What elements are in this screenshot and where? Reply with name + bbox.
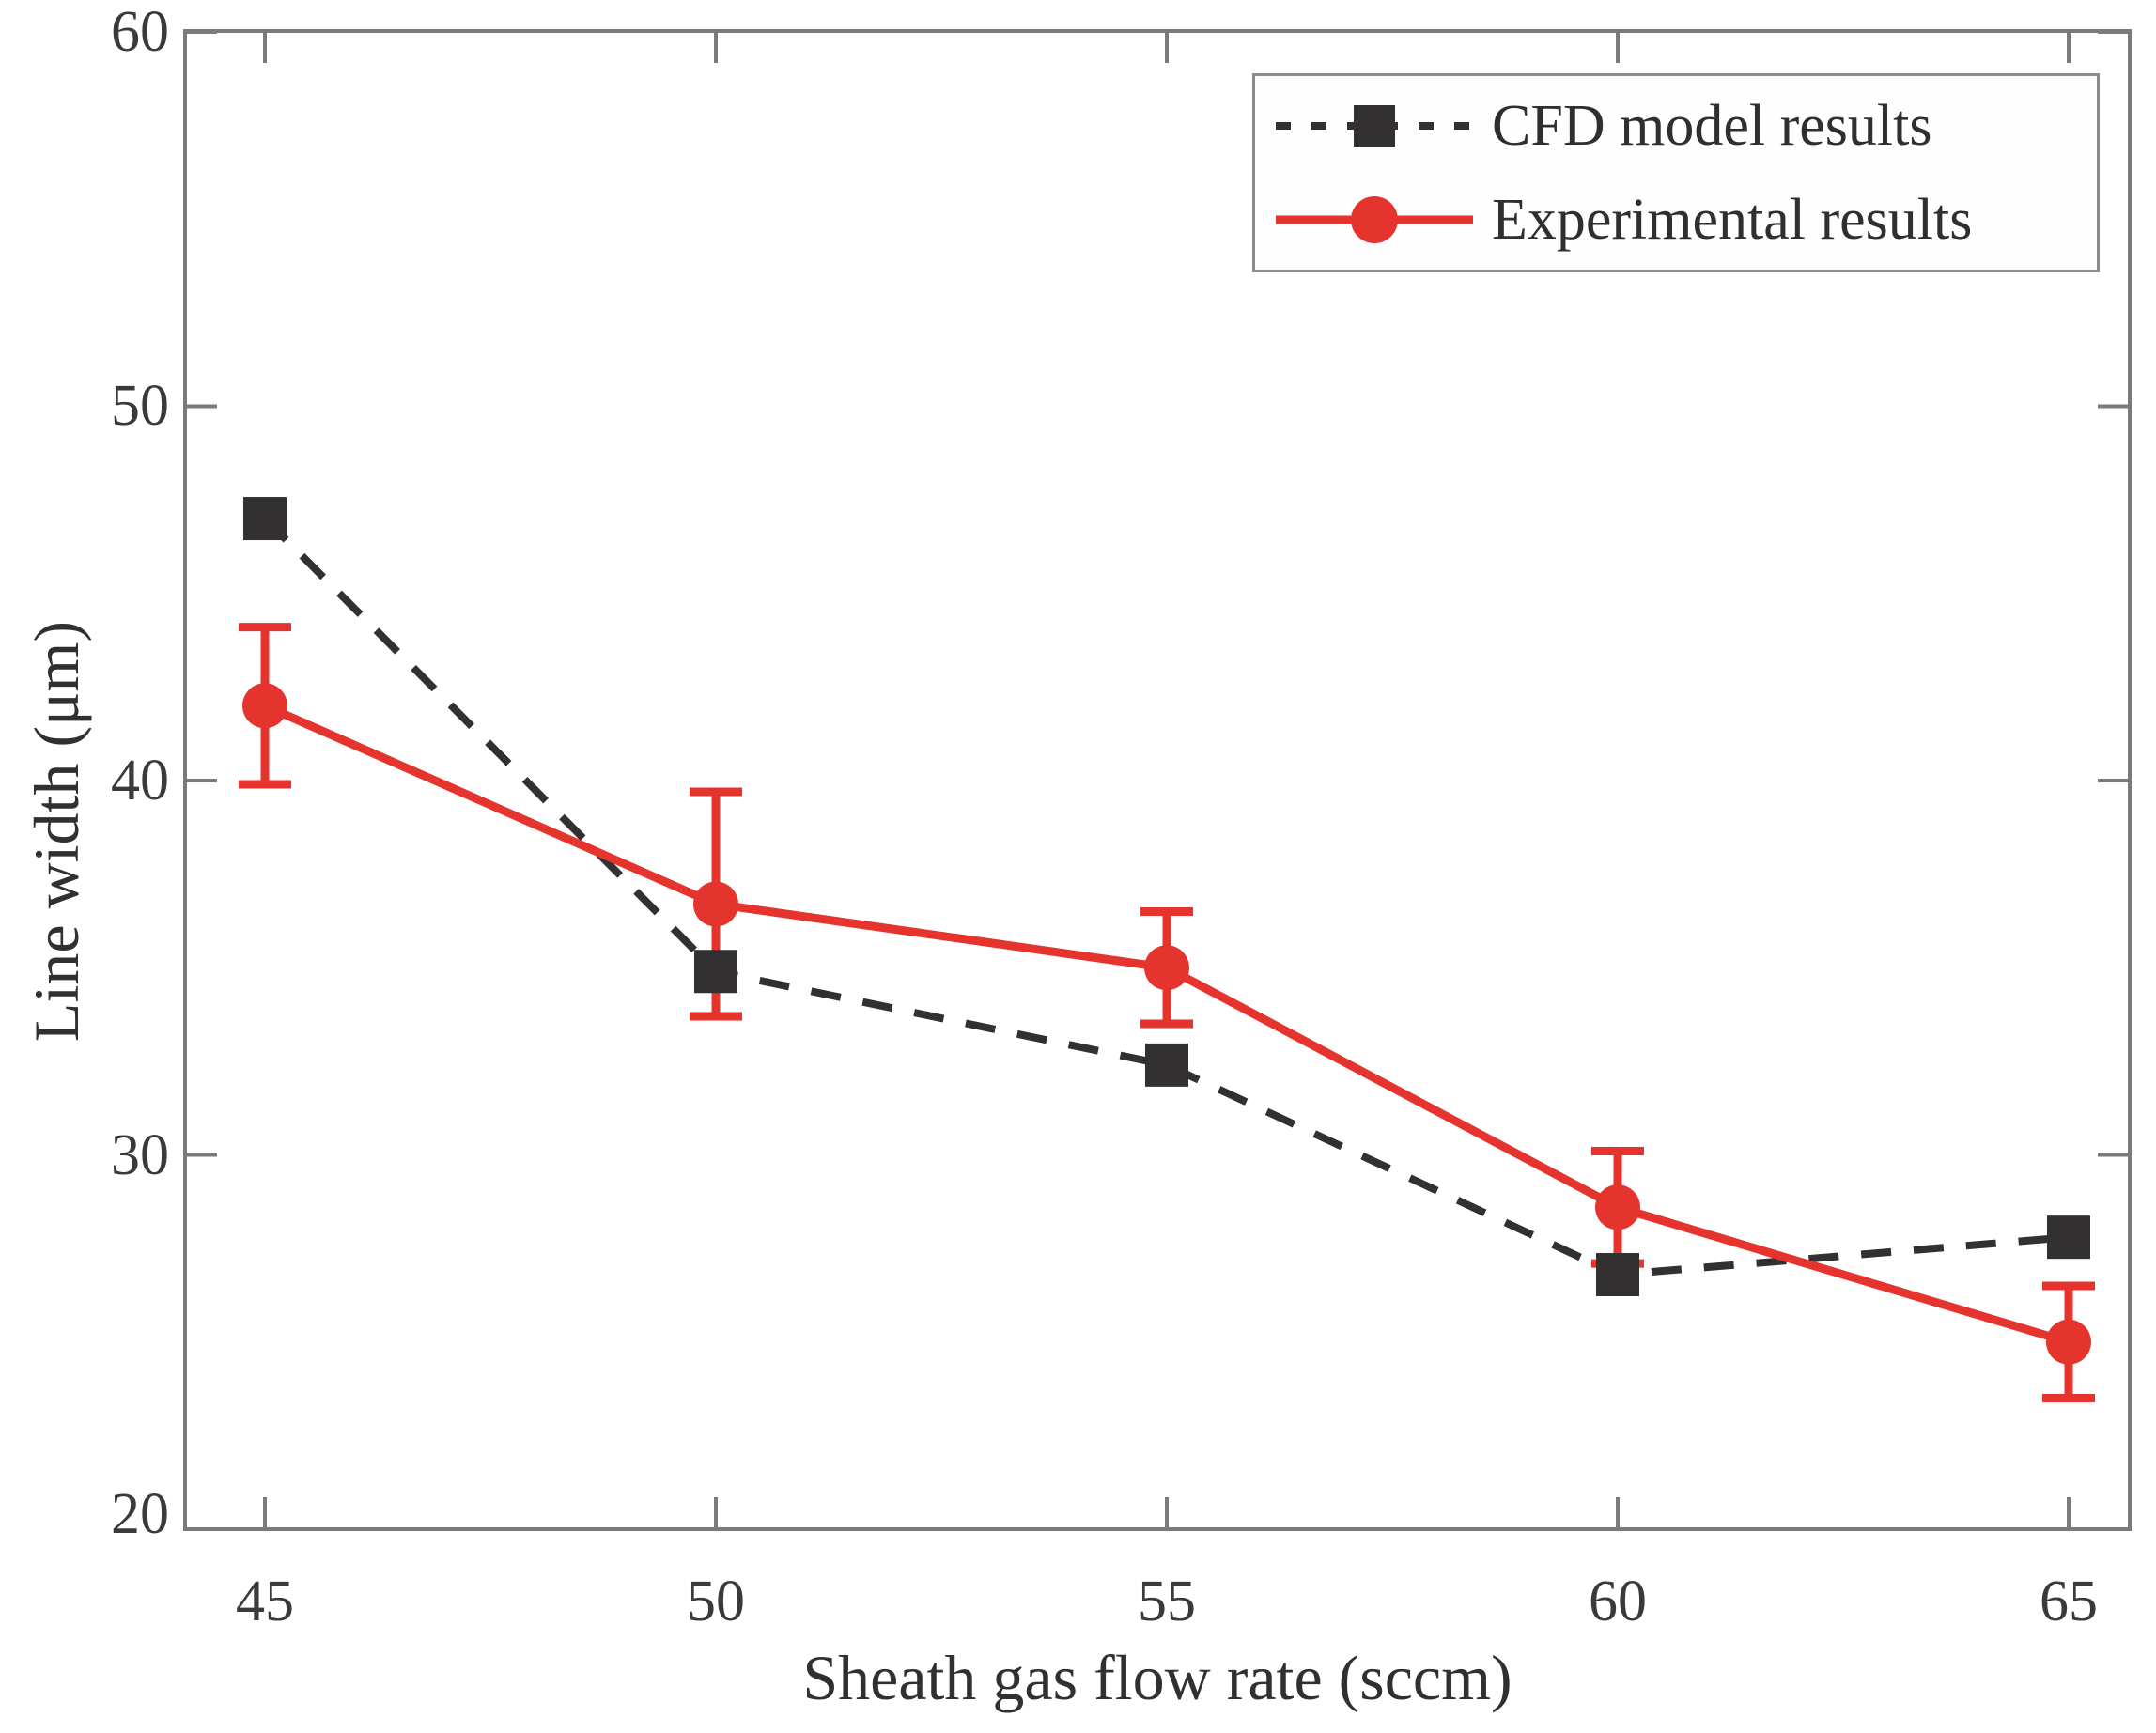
experimental-marker [693,881,738,927]
legend-label-cfd: CFD model results [1492,94,1932,159]
x-tick-label: 50 [687,1570,745,1633]
x-axis-title: Sheath gas flow rate (sccm) [802,1642,1512,1713]
cfd-marker [1145,1043,1188,1087]
legend-item-cfd: CFD model results [1270,83,2097,169]
experimental-marker [242,683,287,729]
cfd-line [262,516,2070,1279]
y-tick-label: 50 [111,374,169,438]
x-tick-label: 55 [1138,1570,1196,1633]
cfd-marker [1596,1253,1639,1297]
x-tick-label: 65 [2040,1570,2098,1633]
experimental-marker [1595,1184,1640,1230]
cfd-marker [243,497,287,541]
y-tick-label: 40 [111,749,169,812]
experimental-marker [1144,945,1189,991]
legend: CFD model results Experimental results [1252,73,2100,272]
y-tick-label: 20 [111,1482,169,1546]
legend-label-experimental: Experimental results [1492,187,1973,252]
y-tick-label: 30 [111,1123,169,1187]
cfd-marker [694,950,737,994]
experimental-line-circle-icon [1276,195,1473,243]
x-tick-label: 45 [236,1570,294,1633]
x-tick-label: 60 [1589,1570,1647,1633]
y-axis-title: Line width (μm) [21,620,92,1043]
y-tick-label: 60 [111,0,169,64]
cfd-marker [2047,1215,2090,1260]
legend-item-experimental: Experimental results [1270,177,2097,263]
cfd-dashed-square-icon [1276,105,1473,147]
experimental-marker [2046,1319,2091,1365]
